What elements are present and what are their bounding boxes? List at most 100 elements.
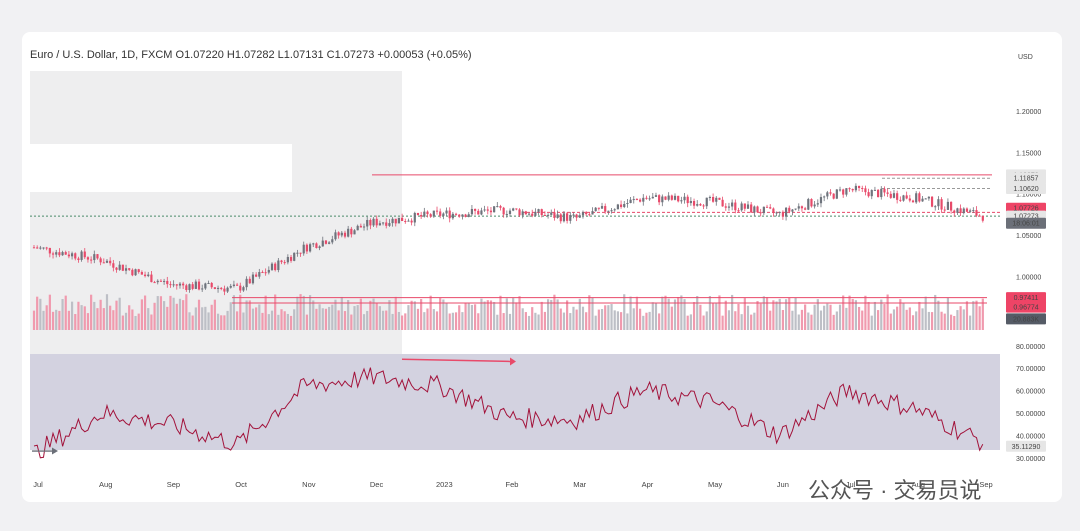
volume-bar <box>886 294 889 330</box>
candle-body <box>356 225 359 231</box>
chart-card: Euro / U.S. Dollar, 1D, FXCM O1.07220 H1… <box>22 32 1062 502</box>
candle-body <box>734 202 737 211</box>
volume-bar <box>562 312 566 330</box>
candle-body <box>753 206 756 213</box>
volume-bar <box>96 308 99 330</box>
candle-body <box>505 214 508 216</box>
volume-bar <box>140 299 143 330</box>
volume-bar <box>838 304 842 330</box>
volume-bar <box>594 315 597 330</box>
candle-body <box>229 285 232 288</box>
volume-bar <box>937 300 940 330</box>
candle-body <box>118 264 121 270</box>
volume-bar <box>921 308 924 330</box>
volume-bar <box>753 312 756 330</box>
price-badge-label: 1.07273 <box>1013 214 1038 221</box>
month-label: Sep <box>167 480 180 489</box>
candle-body <box>216 287 220 289</box>
candle-body <box>781 211 785 217</box>
volume-bar <box>524 312 527 330</box>
volume-bar <box>810 314 813 330</box>
chart-title: Euro / U.S. Dollar, 1D, FXCM O1.07220 H1… <box>30 49 472 61</box>
volume-bar <box>902 303 905 330</box>
candle-body <box>645 197 648 199</box>
volume-bar <box>842 295 845 330</box>
watermark: 公众号 · 交易员说 <box>808 478 982 502</box>
volume-bar <box>153 302 156 330</box>
volume-bar <box>493 301 496 330</box>
volume-bar <box>899 299 902 330</box>
volume-bar <box>623 294 626 330</box>
volume-bar <box>350 314 353 330</box>
candle-body <box>454 213 458 215</box>
volume-bar <box>715 303 718 330</box>
price-tick-label: 1.20000 <box>1016 109 1041 116</box>
volume-bar <box>658 313 661 330</box>
volume-bar <box>816 299 819 330</box>
candle-body <box>343 232 347 237</box>
volume-bar <box>197 299 201 330</box>
volume-bar <box>775 301 778 330</box>
candle-body <box>121 264 124 271</box>
price-badge-label: 18:06:01 <box>1012 221 1039 228</box>
candle-body <box>632 199 635 201</box>
volume-bar <box>924 296 927 330</box>
volume-bar <box>826 303 829 330</box>
price-chart[interactable]: Euro / U.S. Dollar, 1D, FXCM O1.07220 H1… <box>22 32 1062 502</box>
candle-body <box>594 207 597 212</box>
candle-body <box>337 232 340 236</box>
volume-bar <box>915 311 918 330</box>
volume-bar <box>223 315 226 330</box>
volume-bar <box>769 310 772 330</box>
volume-bar <box>435 311 439 330</box>
candle-body <box>959 208 962 214</box>
rsi-tick-label: 30.00000 <box>1016 456 1045 463</box>
candle-body <box>654 195 658 197</box>
candle-body <box>934 206 937 208</box>
volume-bar <box>442 299 445 330</box>
candle-body <box>397 217 401 224</box>
price-tick-label: 1.10000 <box>1016 192 1041 199</box>
rsi-badge-label: 35.11290 <box>1012 444 1041 451</box>
volume-bar <box>873 301 877 330</box>
volume-bar <box>274 294 277 330</box>
volume-bar <box>724 300 727 330</box>
candle-body <box>724 206 727 208</box>
volume-bar <box>226 310 229 330</box>
volume-bar <box>616 311 619 330</box>
volume-bar <box>781 310 785 330</box>
volume-bar <box>661 296 664 330</box>
volume-bar <box>648 311 651 330</box>
candle-body <box>553 212 556 218</box>
volume-bar <box>356 305 359 330</box>
candle-body <box>566 213 569 221</box>
volume-bar <box>343 311 347 330</box>
candle-body <box>915 193 918 203</box>
volume-bar <box>42 310 45 330</box>
candle-body <box>93 254 96 261</box>
candle-body <box>182 283 185 286</box>
volume-bar <box>80 305 83 330</box>
volume-bar <box>318 304 321 330</box>
candle-body <box>937 199 940 207</box>
volume-bar <box>804 304 807 330</box>
volume-bar <box>943 313 946 330</box>
candle-body <box>721 199 724 207</box>
candle-body <box>213 287 216 289</box>
volume-bar <box>172 297 175 330</box>
volume-bar <box>505 298 508 330</box>
candle-body <box>223 288 226 292</box>
candle-body <box>261 272 264 274</box>
volume-bar <box>70 301 74 330</box>
volume-bar <box>112 310 115 330</box>
volume-bar <box>191 315 194 330</box>
candle-body <box>416 212 420 216</box>
candle-body <box>575 214 578 218</box>
volume-bar <box>642 315 645 330</box>
candle-body <box>607 210 610 212</box>
volume-bar <box>880 299 883 330</box>
rsi-tick-label: 40.00000 <box>1016 433 1045 440</box>
price-badge-label: 0.96774 <box>1013 305 1038 312</box>
volume-bar <box>807 312 810 330</box>
volume-bar <box>791 310 794 330</box>
